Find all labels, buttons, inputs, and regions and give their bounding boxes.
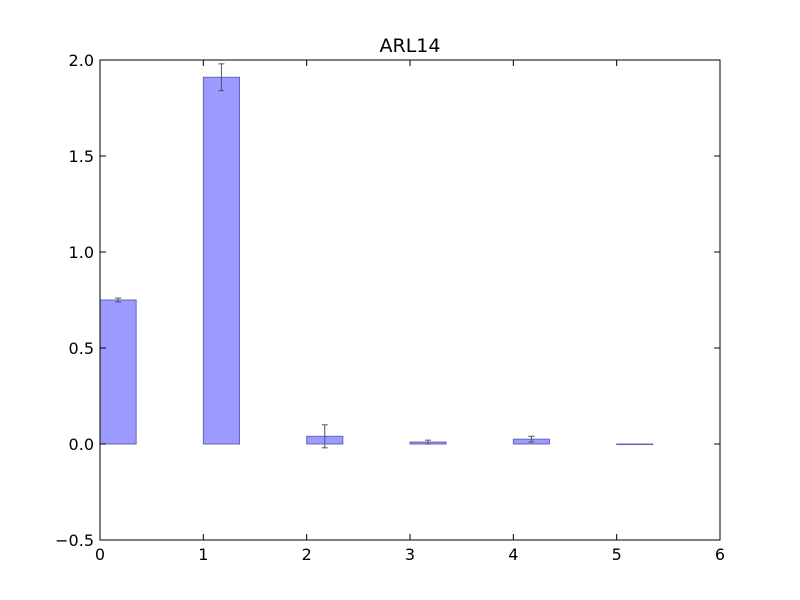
x-tick-label-6: 6 [715,545,725,564]
x-tick-label-1: 1 [198,545,208,564]
x-tick-label-2: 2 [302,545,312,564]
bar-0 [99,299,137,445]
bar-5 [616,443,654,446]
x-tick-labels: 0 1 2 3 4 5 6 [95,545,725,564]
x-tick-label-4: 4 [508,545,518,564]
error-bars-group [115,63,535,449]
axis-ticks [99,59,721,541]
x-tick-label-0: 0 [95,545,105,564]
x-tick-label-5: 5 [612,545,622,564]
chart-title: ARL14 [380,35,441,57]
y-tick-label-2: 1.0 [69,243,94,262]
bar-1 [202,76,240,445]
y-tick-label-0: 2.0 [69,51,94,70]
x-tick-label-3: 3 [405,545,415,564]
y-tick-label-5: −0.5 [55,531,94,550]
y-tick-label-1: 1.5 [69,147,94,166]
y-tick-label-4: 0.0 [69,435,94,454]
y-tick-label-3: 0.5 [69,339,94,358]
y-tick-labels: 2.0 1.5 1.0 0.5 0.0 −0.5 [55,51,94,550]
